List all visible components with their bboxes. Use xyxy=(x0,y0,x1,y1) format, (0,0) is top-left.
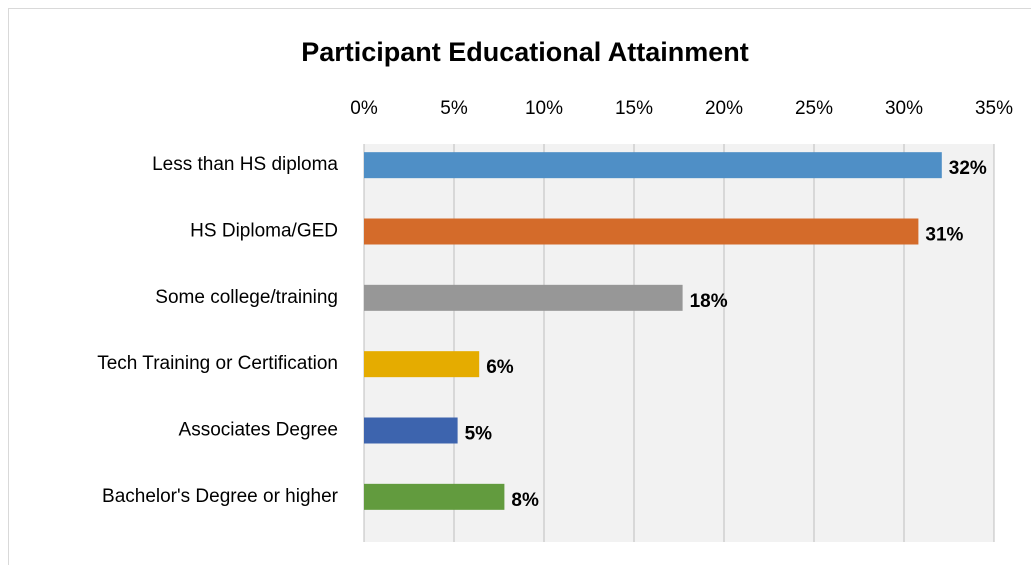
x-tick-label: 35% xyxy=(975,98,1013,119)
x-tick-label: 20% xyxy=(705,98,743,119)
value-label: 8% xyxy=(511,490,539,511)
y-tick-label: HS Diploma/GED xyxy=(190,221,338,242)
value-label: 31% xyxy=(925,225,963,246)
bar xyxy=(364,417,458,444)
bar xyxy=(364,152,942,179)
chart-title: Participant Educational Attainment xyxy=(301,37,749,67)
value-label: 32% xyxy=(949,158,987,179)
x-tick-label: 15% xyxy=(615,98,653,119)
y-tick-label: Associates Degree xyxy=(179,420,338,441)
x-tick-label: 30% xyxy=(885,98,923,119)
bar xyxy=(364,218,919,245)
bar xyxy=(364,351,480,378)
value-label: 18% xyxy=(690,291,728,312)
value-label: 6% xyxy=(486,357,514,378)
x-tick-label: 5% xyxy=(440,98,468,119)
chart-border xyxy=(8,8,1031,565)
x-tick-label: 10% xyxy=(525,98,563,119)
x-tick-label: 0% xyxy=(350,98,378,119)
y-tick-label: Tech Training or Certification xyxy=(97,353,338,374)
plot-area xyxy=(364,144,994,542)
y-tick-label: Some college/training xyxy=(155,287,338,308)
y-tick-label: Less than HS diploma xyxy=(152,154,338,175)
bar xyxy=(364,483,505,510)
bar xyxy=(364,284,683,311)
y-tick-label: Bachelor's Degree or higher xyxy=(102,486,339,507)
x-tick-label: 25% xyxy=(795,98,833,119)
value-label: 5% xyxy=(465,424,493,445)
